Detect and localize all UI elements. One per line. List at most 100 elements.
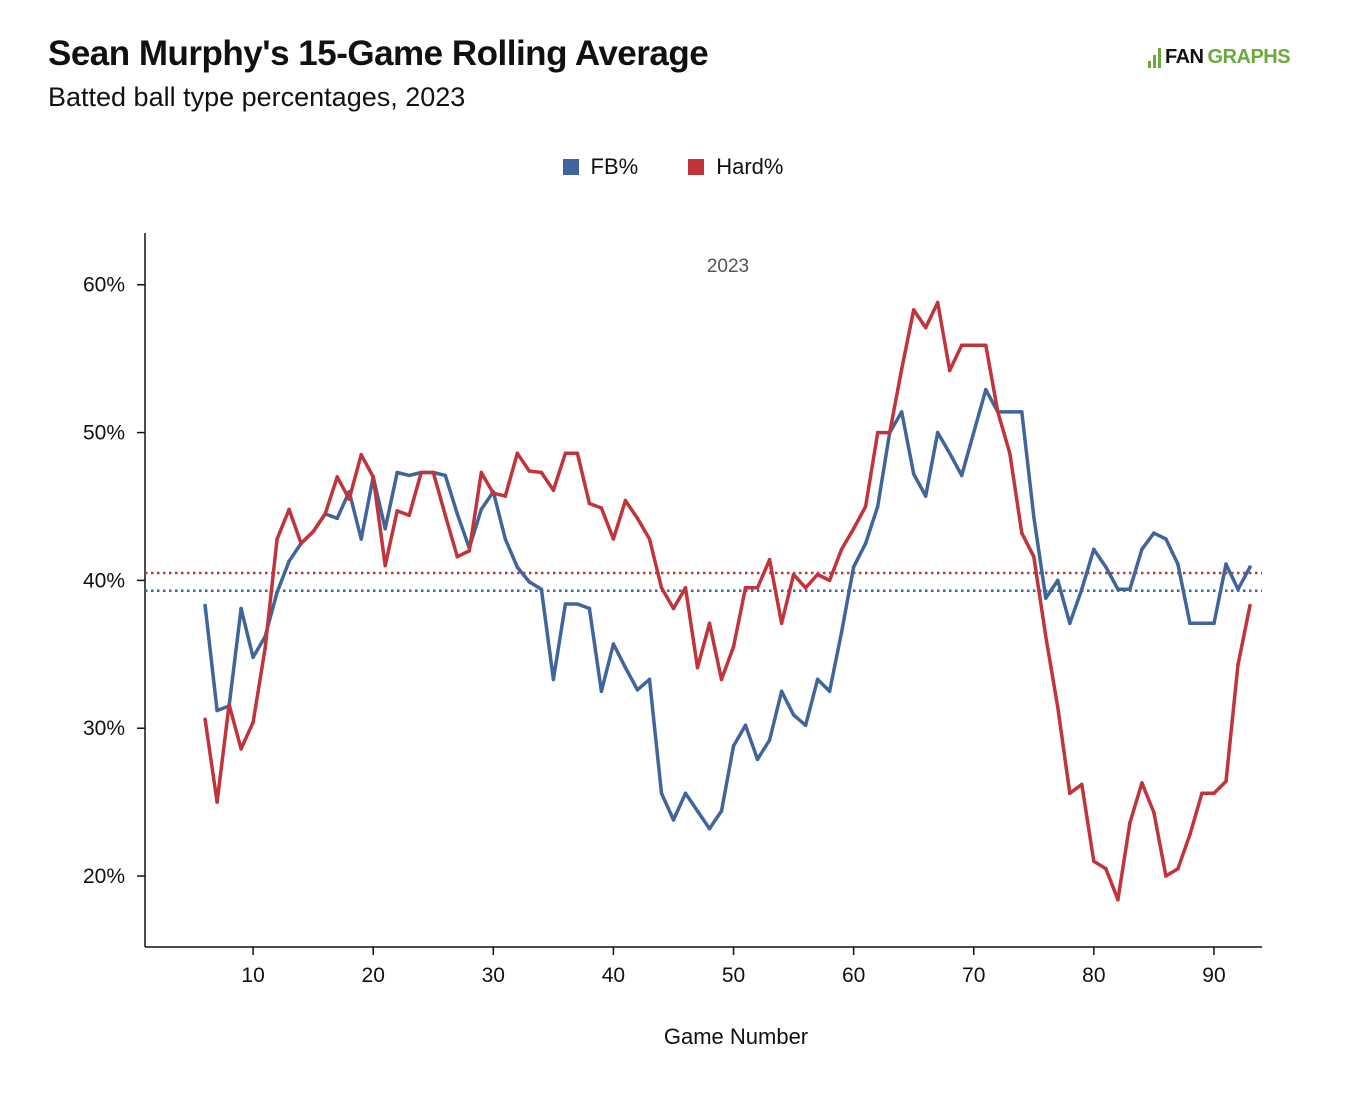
data-point-fb bbox=[839, 630, 844, 634]
data-point-fb bbox=[1236, 587, 1240, 592]
data-point-hard bbox=[1032, 554, 1036, 559]
logo-text-graphs: GRAPHS bbox=[1207, 46, 1291, 68]
data-point-hard bbox=[347, 497, 352, 501]
x-tick-label: 80 bbox=[1082, 964, 1105, 987]
data-point-hard bbox=[575, 451, 580, 456]
data-point-fb bbox=[815, 677, 820, 682]
data-point-hard bbox=[647, 537, 652, 541]
data-point-hard bbox=[551, 488, 556, 493]
data-point-fb bbox=[551, 677, 556, 682]
data-point-hard bbox=[971, 343, 976, 348]
data-point-fb bbox=[971, 430, 976, 435]
data-point-fb bbox=[527, 580, 532, 584]
data-point-hard bbox=[1104, 866, 1108, 871]
data-point-hard bbox=[443, 513, 448, 518]
data-point-hard bbox=[467, 549, 472, 553]
legend-item-hard[interactable]: Hard% bbox=[688, 154, 783, 180]
data-point-fb bbox=[1008, 410, 1012, 414]
data-point-fb bbox=[395, 470, 400, 475]
x-tick-label: 20 bbox=[362, 964, 385, 987]
data-point-fb bbox=[635, 688, 640, 692]
data-point-fb bbox=[959, 473, 964, 478]
data-point-hard bbox=[791, 572, 796, 577]
data-point-fb bbox=[1248, 565, 1252, 569]
average-lines bbox=[145, 571, 1262, 592]
chart-legend: FB% Hard% bbox=[0, 154, 1346, 180]
series-line-hard bbox=[203, 300, 1252, 902]
data-point-hard bbox=[407, 513, 412, 518]
data-point-fb bbox=[731, 744, 736, 748]
data-point-hard bbox=[731, 645, 736, 649]
data-point-hard bbox=[1164, 874, 1168, 878]
data-point-fb bbox=[1116, 587, 1120, 592]
data-point-hard bbox=[743, 586, 748, 590]
data-point-hard bbox=[491, 491, 496, 496]
legend-label-hard: Hard% bbox=[716, 154, 784, 179]
data-point-hard bbox=[1116, 897, 1120, 902]
data-point-hard bbox=[1092, 859, 1096, 864]
data-point-hard bbox=[527, 469, 532, 473]
data-point-hard bbox=[479, 470, 484, 475]
data-point-fb bbox=[1152, 531, 1156, 535]
data-point-hard bbox=[911, 308, 916, 312]
data-point-fb bbox=[779, 689, 784, 694]
chart-subtitle: Batted ball type percentages, 2023 bbox=[48, 82, 466, 112]
fangraphs-logo: FAN GRAPHS bbox=[1148, 46, 1291, 69]
data-point-fb bbox=[707, 826, 712, 831]
data-point-hard bbox=[839, 547, 844, 552]
data-point-hard bbox=[1080, 782, 1084, 787]
y-tick-label: 30% bbox=[83, 717, 125, 740]
data-point-fb bbox=[1044, 596, 1048, 600]
legend-item-fb[interactable]: FB% bbox=[562, 154, 639, 180]
data-point-fb bbox=[275, 590, 279, 594]
data-point-fb bbox=[1176, 562, 1180, 566]
legend-label-fb: FB% bbox=[590, 154, 639, 179]
x-axis-title: Game Number bbox=[664, 1024, 808, 1049]
data-point-fb bbox=[335, 516, 340, 521]
data-point-fb bbox=[743, 723, 748, 728]
data-point-fb bbox=[1212, 621, 1216, 626]
data-point-fb bbox=[719, 809, 724, 813]
data-point-fb bbox=[923, 494, 928, 498]
legend-swatch-fb bbox=[562, 159, 579, 175]
chart-title: Sean Murphy's 15-Game Rolling Average bbox=[48, 34, 709, 73]
data-point-hard bbox=[996, 410, 1000, 414]
data-point-fb bbox=[1188, 621, 1192, 626]
data-point-hard bbox=[587, 501, 592, 506]
y-tick-label: 50% bbox=[83, 422, 125, 445]
data-point-hard bbox=[899, 367, 904, 371]
data-point-hard bbox=[719, 677, 724, 682]
data-point-hard bbox=[887, 430, 892, 435]
data-point-fb bbox=[755, 757, 760, 762]
x-tick-label: 30 bbox=[482, 964, 505, 987]
data-point-hard bbox=[611, 537, 616, 541]
data-point-hard bbox=[215, 800, 219, 804]
data-point-fb bbox=[803, 723, 808, 728]
series-layer bbox=[203, 300, 1252, 902]
data-point-hard bbox=[1020, 531, 1024, 535]
data-point-hard bbox=[984, 343, 988, 348]
y-tick-label: 20% bbox=[83, 865, 125, 888]
data-point-fb bbox=[623, 665, 628, 670]
data-point-fb bbox=[1080, 587, 1084, 592]
x-tick-label: 10 bbox=[241, 964, 264, 987]
data-point-hard bbox=[383, 563, 388, 568]
data-point-hard bbox=[947, 368, 952, 373]
data-point-hard bbox=[959, 343, 964, 348]
data-point-hard bbox=[1236, 662, 1240, 667]
data-point-hard bbox=[515, 451, 520, 456]
data-point-fb bbox=[383, 526, 388, 531]
data-point-fb bbox=[239, 606, 243, 611]
data-point-fb bbox=[1164, 537, 1168, 541]
data-point-hard bbox=[275, 537, 279, 541]
data-point-hard bbox=[455, 554, 460, 559]
logo-text-fan: FAN bbox=[1165, 46, 1204, 68]
data-point-fb bbox=[767, 738, 772, 742]
data-point-fb bbox=[1200, 621, 1204, 626]
data-point-hard bbox=[335, 475, 340, 479]
data-point-fb bbox=[659, 791, 664, 796]
data-point-hard bbox=[1212, 791, 1216, 796]
chart-axes: 20% 30% 40% 50% 60% 10 20 30 40 50 60 70 80 90 bbox=[83, 233, 1262, 987]
data-point-fb bbox=[875, 504, 880, 509]
data-point-hard bbox=[827, 578, 832, 583]
